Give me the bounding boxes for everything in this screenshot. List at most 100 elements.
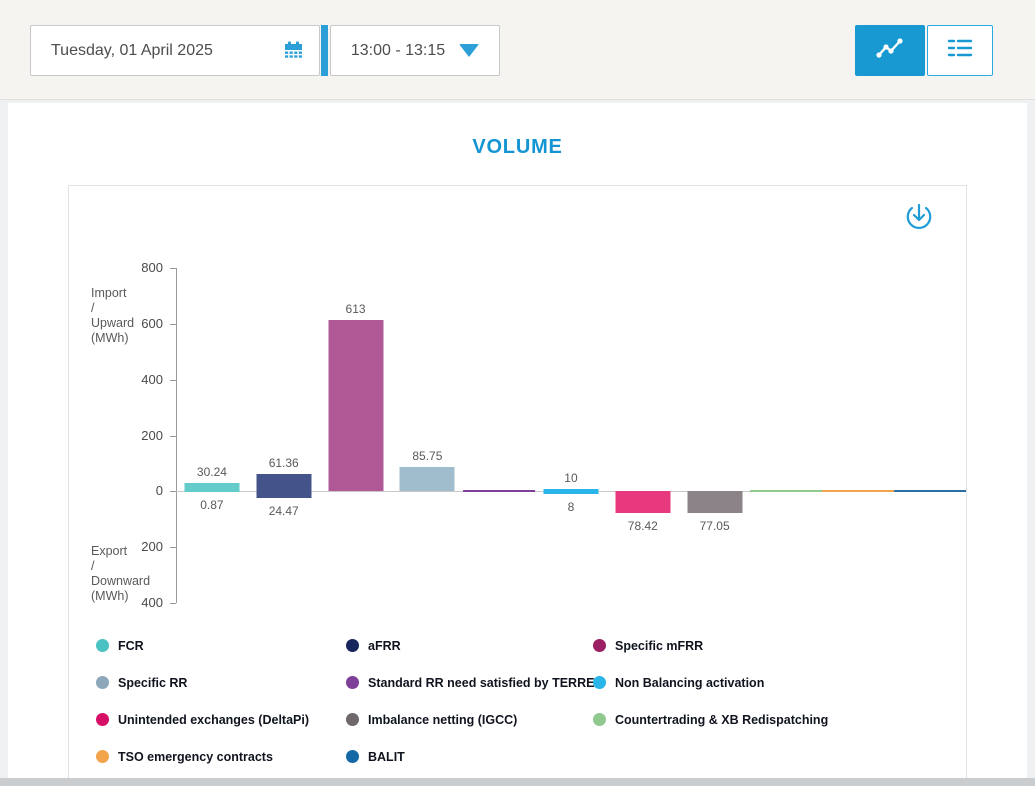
legend-label: Countertrading & XB Redispatching (615, 712, 829, 727)
tick-mark (170, 603, 176, 604)
list-view-button[interactable] (927, 25, 993, 76)
content-panel: VOLUME Import / Upward (MWh) Export / Do… (8, 103, 1027, 778)
y-axis-lower-label: Export / Downward (MWh) (91, 544, 151, 603)
legend-label: BALIT (368, 749, 405, 764)
legend-dot (96, 639, 109, 652)
bar-trace (822, 490, 895, 493)
bar-negative (543, 491, 599, 494)
y-axis-upper-label: Import / Upward (MWh) (91, 286, 135, 345)
bar-group: 85.75 (391, 268, 463, 603)
bar-value-label: 8 (567, 499, 575, 514)
date-picker[interactable]: Tuesday, 01 April 2025 (30, 25, 320, 76)
chart-card: Import / Upward (MWh) Export / Downward … (68, 185, 967, 778)
bar-group: 30.24 0.87 (176, 268, 248, 603)
tick-label: 200 (141, 427, 163, 443)
bar-group: 77.05 (679, 268, 751, 603)
tick-mark (170, 323, 176, 325)
bar-group: 10 8 (535, 268, 607, 603)
bar-trace (750, 490, 823, 493)
tick-label: 400 (141, 371, 163, 387)
legend-dot (346, 676, 359, 689)
bar-group: 613 (320, 268, 392, 603)
time-select-value: 13:00 - 13:15 (350, 41, 446, 59)
bar-positive (543, 488, 599, 492)
bar-value-label: 24.47 (268, 504, 299, 519)
tick-label: 800 (141, 260, 163, 275)
bar-trace (894, 490, 966, 493)
bar-trace (463, 490, 536, 493)
legend-item: Non Balancing activation (593, 671, 956, 694)
legend-item: aFRR (346, 634, 593, 657)
legend-dot (346, 713, 359, 726)
bar-value-label: 78.42 (627, 519, 658, 534)
list-icon (945, 35, 975, 66)
legend-dot (96, 676, 109, 689)
legend-dot (96, 713, 109, 726)
bar-group (750, 268, 823, 603)
legend-item: Countertrading & XB Redispatching (593, 708, 956, 731)
bar-value-label: 10 (564, 470, 578, 485)
chart-view-button[interactable] (855, 25, 925, 76)
bar-positive (184, 482, 240, 492)
bar-value-label: 85.75 (412, 449, 443, 464)
tick-mark (170, 268, 176, 269)
legend-label: Non Balancing activation (615, 675, 765, 690)
legend-item: Specific RR (96, 671, 346, 694)
legend-item: Imbalance netting (IGCC) (346, 708, 593, 731)
bar-positive (328, 320, 384, 492)
bar-negative (687, 491, 743, 513)
tick-label: 600 (141, 315, 163, 331)
tick-label: 400 (141, 595, 163, 610)
legend-item: Unintended exchanges (DeltaPi) (96, 708, 346, 731)
tick-mark (170, 491, 176, 493)
bar-negative (615, 491, 671, 514)
legend-item: Specific mFRR (593, 634, 956, 657)
bar-positive (256, 474, 312, 492)
legend-dot (593, 713, 606, 726)
tick-mark (170, 547, 176, 549)
tick-mark (170, 379, 176, 381)
y-axis (176, 268, 177, 603)
bar-group (894, 268, 966, 603)
legend-dot (593, 639, 606, 652)
bar-group: 61.36 24.47 (248, 268, 320, 603)
legend-item: Standard RR need satisfied by TERRE (346, 671, 595, 694)
bar-value-label: 613 (345, 302, 366, 317)
bar-group (822, 268, 895, 603)
legend-item: FCR (96, 634, 346, 657)
legend-label: Unintended exchanges (DeltaPi) (118, 712, 310, 727)
bar-negative (256, 491, 312, 499)
bar-value-label: 77.05 (699, 518, 730, 533)
date-picker-value: Tuesday, 01 April 2025 (51, 41, 213, 59)
window-bottom-edge (0, 778, 1035, 786)
legend-label: FCR (118, 638, 144, 653)
bar-group (463, 268, 536, 603)
bar-value-label: 30.24 (196, 464, 227, 479)
plot-area: 30.24 0.87 61.36 24.47 613 85.75 10 8 78.42 77.05 (176, 268, 966, 603)
legend-label: Specific RR (118, 675, 188, 690)
bar-group: 78.42 (607, 268, 679, 603)
tick-label: 200 (141, 539, 163, 555)
download-button[interactable] (900, 199, 938, 237)
bar-value-label: 0.87 (200, 498, 224, 513)
time-select[interactable]: 13:00 - 13:15 (330, 25, 500, 76)
bar-value-label: 61.36 (268, 456, 299, 471)
legend-dot (346, 639, 359, 652)
line-chart-icon (874, 35, 906, 66)
legend-label: Specific mFRR (615, 638, 704, 653)
topbar: Tuesday, 01 April 2025 13:00 - 13:15 (0, 0, 1035, 100)
calendar-icon[interactable] (283, 40, 305, 62)
legend-item: BALIT (346, 745, 593, 768)
chevron-down-icon (459, 44, 480, 57)
picker-divider (321, 25, 328, 76)
page-title: VOLUME (472, 136, 563, 158)
legend-label: Imbalance netting (IGCC) (368, 712, 518, 727)
legend-label: Standard RR need satisfied by TERRE (368, 675, 595, 690)
legend: FCR aFRR Specific mFRR Specific RR Standard … (96, 634, 956, 768)
legend-dot (96, 750, 109, 763)
tick-label: 0 (155, 483, 163, 499)
legend-label: TSO emergency contracts (118, 749, 273, 764)
bar-positive (399, 467, 455, 492)
legend-dot (593, 676, 606, 689)
bar-negative (184, 491, 240, 493)
